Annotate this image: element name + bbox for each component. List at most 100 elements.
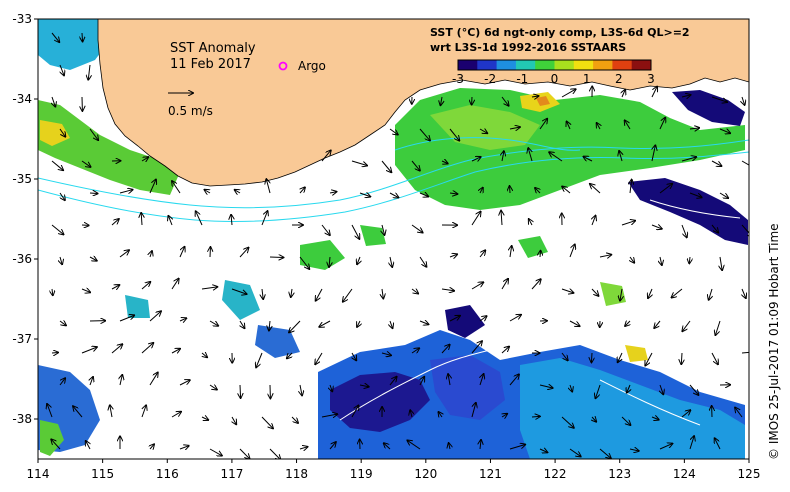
- current-vector-arrow: [316, 288, 323, 301]
- current-vector-arrow: [52, 288, 53, 295]
- current-vector-arrow: [172, 181, 181, 194]
- current-vector-arrow: [660, 384, 663, 394]
- current-vector-arrow: [742, 288, 746, 298]
- current-vector-arrow: [652, 145, 655, 162]
- current-vector-arrow: [420, 377, 424, 386]
- current-vector-arrow: [591, 288, 598, 296]
- current-vector-arrow: [240, 384, 241, 398]
- current-vector-arrow: [567, 121, 570, 130]
- current-vector-arrow: [119, 315, 134, 322]
- current-vector-arrow: [682, 320, 691, 331]
- x-tick-label: 124: [673, 467, 696, 481]
- sst-patch-mid-blue: [430, 355, 505, 420]
- x-tick-label: 114: [27, 467, 50, 481]
- colorbar-swatch: [612, 60, 633, 70]
- current-vector-arrow: [149, 311, 161, 322]
- current-vector-arrow: [389, 377, 397, 386]
- current-vector-arrow: [719, 129, 730, 133]
- current-vector-arrow: [510, 246, 512, 258]
- current-vector-arrow: [357, 256, 360, 264]
- sst-patch-mid-5: [445, 305, 485, 338]
- current-vector-arrow: [89, 128, 98, 140]
- current-vector-arrow: [59, 128, 65, 137]
- current-vector-arrow: [179, 380, 190, 386]
- current-vector-arrow: [299, 256, 309, 269]
- current-vector-arrow: [479, 129, 487, 133]
- current-vector-arrow: [329, 256, 330, 267]
- current-vector-arrow: [570, 384, 572, 391]
- x-tick-label: 118: [285, 467, 308, 481]
- map-plot-area: [38, 19, 749, 459]
- current-vector-arrow: [539, 449, 547, 452]
- sst-anomaly-patches: [38, 19, 748, 459]
- current-vector-arrow: [618, 352, 622, 362]
- current-vector-arrow: [630, 180, 632, 194]
- current-vector-arrow: [59, 192, 65, 200]
- colorbar-swatch: [496, 60, 517, 70]
- current-vector-arrow: [480, 374, 484, 386]
- current-vector-arrow: [592, 216, 596, 226]
- current-vector-arrow: [711, 160, 721, 166]
- colorbar-tick-label: 0: [551, 72, 559, 86]
- current-vector-arrow: [60, 256, 62, 264]
- current-vector-arrow: [411, 289, 418, 293]
- y-axis-ticks: -33 -34 -35 -36 -37 -38: [12, 12, 38, 426]
- current-vector-arrow: [179, 247, 185, 258]
- current-vector-arrow: [529, 219, 532, 226]
- colorbar-swatch: [535, 60, 555, 70]
- current-vector-arrow: [321, 150, 331, 162]
- current-vector-arrow: [300, 384, 302, 395]
- current-vector-arrow: [382, 224, 385, 235]
- current-vector-arrow: [627, 384, 630, 393]
- sst-patch-mid-4: [360, 225, 386, 246]
- current-vector-arrow: [583, 157, 593, 161]
- current-vector-arrow: [651, 417, 659, 420]
- current-vector-arrow: [531, 416, 540, 417]
- colorbar: [457, 59, 652, 71]
- current-vector-arrow: [509, 445, 525, 450]
- current-vector-arrow: [119, 250, 129, 258]
- current-vector-arrow: [357, 320, 360, 327]
- current-vector-arrow: [120, 375, 122, 386]
- current-vector-arrow: [239, 448, 250, 459]
- current-vector-arrow: [111, 219, 119, 226]
- current-vector-arrow: [591, 352, 592, 362]
- current-vector-arrow: [321, 224, 330, 235]
- current-vector-arrow: [539, 119, 547, 130]
- current-vector-arrow: [319, 320, 331, 327]
- current-vector-arrow: [171, 412, 181, 418]
- current-vector-arrow: [681, 224, 687, 237]
- current-vector-arrow: [561, 289, 573, 293]
- current-vector-arrow: [81, 347, 97, 354]
- current-vector-arrow: [240, 320, 244, 328]
- colorbar-tick-label: 1: [583, 72, 591, 86]
- current-vector-arrow: [411, 160, 420, 171]
- current-vector-arrow: [569, 244, 575, 258]
- current-vector-arrow: [261, 211, 268, 226]
- current-vector-arrow: [619, 151, 622, 162]
- current-vector-arrow: [645, 352, 653, 365]
- current-vector-arrow: [411, 224, 423, 233]
- y-tick-label: -37: [12, 332, 32, 346]
- y-tick-label: -35: [12, 172, 32, 186]
- current-vector-arrow: [300, 187, 305, 194]
- current-vector-arrow: [141, 405, 146, 418]
- current-vector-arrow: [535, 188, 540, 193]
- current-vector-arrow: [660, 256, 662, 265]
- current-vector-arrow: [59, 378, 65, 386]
- current-vector-arrow: [689, 128, 699, 129]
- current-vector-arrow: [689, 436, 694, 450]
- sst-patch-mid-9: [125, 295, 150, 318]
- current-vector-arrow: [179, 446, 189, 449]
- altimetry-lines: [339, 199, 741, 426]
- current-vector-arrow: [329, 192, 336, 193]
- sst-patch-west-yellow: [40, 120, 70, 146]
- current-vector-arrow: [659, 118, 665, 130]
- current-vector-arrow: [351, 224, 359, 239]
- current-vector-arrow: [329, 442, 336, 450]
- current-vector-arrow: [742, 96, 745, 105]
- current-vector-arrow: [625, 120, 631, 130]
- current-vector-arrow: [549, 152, 563, 162]
- current-vector-arrow: [171, 349, 180, 353]
- current-vector-arrow: [351, 405, 358, 418]
